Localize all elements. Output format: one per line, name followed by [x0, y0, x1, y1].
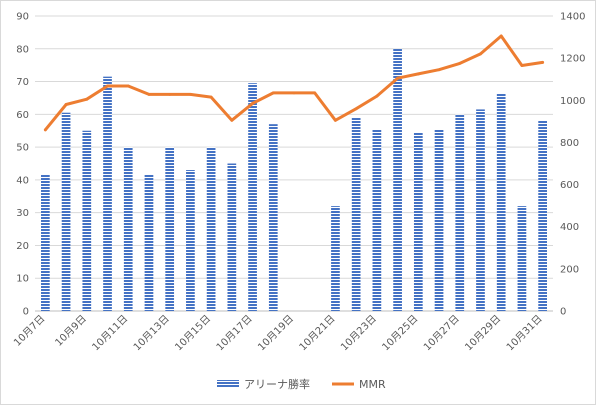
left-tick-label: 30: [16, 208, 29, 219]
x-tick-label: 10月11日: [90, 313, 131, 354]
bar: [103, 76, 112, 311]
right-tick-label: 0: [560, 307, 566, 318]
bar: [165, 147, 175, 311]
line-point: [209, 95, 213, 99]
bar: [351, 117, 361, 311]
bar: [455, 114, 465, 311]
line-point: [479, 52, 482, 56]
line-point: [541, 60, 545, 64]
line-point: [520, 64, 524, 67]
right-tick-label: 400: [560, 222, 579, 233]
line-point: [334, 118, 337, 122]
bar: [372, 129, 382, 311]
line-point: [313, 91, 317, 95]
line-point: [416, 72, 420, 76]
bar: [186, 170, 195, 311]
left-tick-label: 90: [16, 12, 29, 23]
line-point: [168, 92, 172, 96]
bar: [393, 48, 402, 312]
x-tick-label: 10月21日: [297, 313, 338, 354]
bar: [206, 147, 216, 311]
x-tick-label: 10月15日: [173, 313, 214, 354]
bar: [434, 129, 444, 311]
line-point: [354, 107, 358, 111]
x-tick-label: 10月31日: [504, 313, 545, 354]
mmr-line: [43, 34, 545, 132]
left-tick-label: 70: [16, 77, 29, 88]
line-point: [85, 97, 89, 101]
line-point: [292, 91, 296, 95]
legend: アリーナ勝率 MMR: [217, 377, 386, 391]
bar: [268, 124, 278, 312]
bar: [476, 109, 485, 312]
x-tick-label: 10月19日: [255, 313, 296, 354]
x-tick-label: 10月23日: [338, 313, 379, 354]
line-point: [499, 34, 503, 38]
x-tick-label: 10月29日: [463, 313, 504, 354]
line-point: [375, 94, 379, 98]
left-axis-ticks: 0 10 20 30 40 50 60 70 80 90: [16, 12, 29, 318]
bar: [538, 120, 547, 311]
line-point: [189, 92, 192, 96]
bar: [144, 174, 154, 311]
line-series: [43, 34, 545, 132]
left-tick-label: 40: [16, 175, 29, 186]
bar: [61, 112, 71, 311]
legend-swatch-bar: [217, 380, 239, 388]
x-tick-label: 10月27日: [421, 313, 462, 354]
x-tick-label: 10月13日: [131, 313, 172, 354]
bar: [331, 206, 340, 311]
bar: [41, 174, 50, 311]
bar: [496, 93, 506, 312]
line-point: [437, 68, 441, 72]
right-tick-label: 600: [560, 180, 579, 191]
right-tick-label: 1400: [560, 12, 585, 23]
x-tick-label: 10月17日: [214, 313, 255, 354]
bar: [413, 132, 423, 311]
line-point: [64, 103, 68, 106]
bar-series: [41, 48, 547, 312]
x-tick-label: 10月9日: [53, 313, 89, 349]
right-tick-label: 1200: [560, 54, 585, 65]
x-axis-ticks: 10月7日 10月9日 10月11日 10月13日 10月15日 10月17日 10月19日…: [11, 313, 544, 354]
x-tick-label: 10月7日: [11, 313, 47, 349]
line-point: [458, 62, 462, 65]
left-tick-label: 20: [16, 241, 29, 252]
right-tick-label: 200: [560, 264, 579, 275]
line-point: [230, 118, 234, 122]
x-tick-label: 10月25日: [380, 313, 421, 354]
line-point: [271, 91, 275, 95]
left-tick-label: 60: [16, 110, 29, 121]
line-point: [147, 92, 151, 96]
left-tick-label: 10: [16, 274, 29, 285]
left-tick-label: 80: [16, 44, 29, 55]
right-tick-label: 1000: [560, 96, 585, 107]
legend-label-bar: アリーナ勝率: [244, 377, 310, 391]
right-tick-label: 800: [560, 138, 579, 149]
right-axis-ticks: 0 200 400 600 800 1000 1200 1400: [560, 12, 585, 318]
line-point: [126, 84, 130, 88]
line-point: [251, 102, 254, 105]
legend-label-line: MMR: [359, 378, 386, 391]
left-tick-label: 50: [16, 143, 29, 154]
bar: [123, 147, 133, 311]
bar: [227, 163, 237, 311]
line-point: [43, 128, 47, 132]
left-tick-label: 0: [23, 307, 29, 318]
gridlines: [35, 15, 553, 312]
bar: [82, 130, 92, 311]
line-point: [106, 84, 109, 88]
bar: [517, 206, 527, 311]
bar: [248, 83, 257, 311]
line-point: [396, 76, 399, 80]
